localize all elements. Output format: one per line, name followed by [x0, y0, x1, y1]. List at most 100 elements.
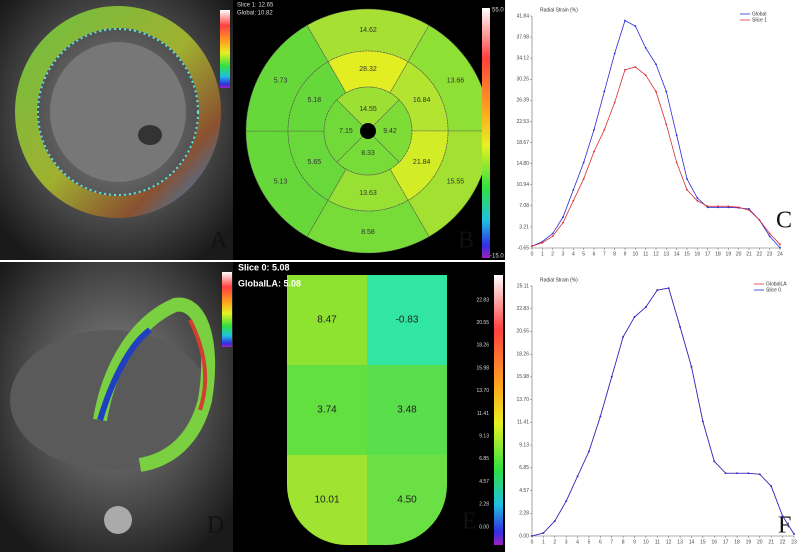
x-tick-label: 16	[695, 251, 701, 257]
point	[542, 532, 545, 534]
x-tick-label: 16	[711, 539, 717, 545]
y-tick-label: 37.98	[516, 34, 529, 40]
point	[770, 485, 773, 488]
x-tick-label: 4	[572, 251, 575, 257]
segment	[336, 130, 400, 176]
series-line	[531, 66, 781, 247]
y-tick-label: 15.98	[516, 374, 529, 380]
point	[713, 460, 716, 463]
colorbar-label: 55.0	[492, 8, 504, 14]
point	[727, 205, 730, 208]
x-tick-label: 22	[757, 251, 763, 257]
point	[696, 197, 699, 199]
x-tick-label: 1	[542, 539, 545, 545]
point	[562, 216, 564, 219]
point	[603, 128, 606, 131]
segment-value: 9.42	[383, 128, 397, 135]
point	[603, 90, 606, 93]
x-tick-label: 17	[723, 539, 729, 545]
x-tick-label: 12	[666, 539, 672, 545]
point	[737, 206, 740, 209]
x-tick-label: 10	[643, 539, 649, 545]
point	[758, 218, 761, 221]
point	[633, 316, 636, 318]
y-tick-label: 30.25	[516, 77, 529, 83]
segment-value: 15.55	[447, 178, 465, 185]
x-tick-label: 14	[689, 539, 695, 545]
x-tick-label: 6	[599, 539, 602, 545]
colorbar-label: 2.28	[479, 502, 489, 508]
point	[553, 520, 556, 522]
point	[655, 90, 657, 93]
cell-value: -0.83	[396, 315, 419, 326]
segment-value: 8.58	[361, 229, 375, 236]
colorbar	[494, 275, 503, 545]
y-tick-label: 26.39	[516, 98, 529, 104]
y-tick-label: 0.00	[519, 533, 529, 539]
x-tick-label: 18	[715, 251, 721, 257]
cell-value: 3.48	[397, 405, 417, 416]
point	[531, 535, 533, 537]
point	[624, 68, 626, 71]
x-tick-label: 15	[684, 251, 690, 257]
point	[706, 205, 709, 208]
x-tick-label: 0	[531, 251, 534, 257]
y-tick-label: 34.12	[516, 55, 529, 61]
cell-value: 10.01	[314, 495, 339, 506]
y-tick-label: 18.67	[516, 140, 529, 146]
cell	[367, 455, 447, 545]
segment	[287, 61, 347, 132]
y-axis-title: Radial Strain (%)	[540, 277, 578, 283]
point	[613, 52, 616, 55]
colorbar-label: 9.13	[479, 434, 489, 440]
point	[572, 188, 575, 191]
point	[667, 287, 670, 289]
point	[599, 415, 602, 418]
segment-value: 16.84	[413, 97, 431, 104]
x-tick-label: 6	[593, 251, 596, 257]
segment	[389, 130, 449, 201]
cell-value: 4.50	[397, 495, 417, 506]
point	[622, 335, 625, 338]
point	[562, 221, 564, 224]
x-tick-label: 15	[700, 539, 706, 545]
x-tick-label: 9	[633, 539, 636, 545]
series-line	[531, 287, 795, 537]
x-tick-label: 13	[677, 539, 683, 545]
x-tick-label: 11	[643, 251, 648, 257]
point	[793, 533, 795, 535]
segment	[323, 99, 369, 163]
x-tick-label: 23	[767, 251, 773, 257]
point	[644, 74, 647, 77]
segment-value: 28.32	[359, 66, 377, 73]
x-tick-label: 21	[746, 251, 752, 257]
panel-label: E	[462, 509, 477, 535]
x-tick-label: 4	[576, 539, 579, 545]
point	[701, 420, 704, 423]
point	[665, 90, 668, 93]
series-line	[531, 287, 795, 537]
panel-label: F	[778, 513, 791, 539]
colorbar-label: 4.57	[479, 479, 489, 485]
cell	[287, 365, 367, 455]
point	[624, 19, 626, 22]
point	[656, 289, 659, 291]
segment-value: 13.66	[447, 77, 465, 84]
segment-value: 21.84	[413, 159, 431, 166]
segment-value: 5.13	[274, 178, 288, 185]
colorbar	[482, 8, 490, 258]
x-tick-label: 17	[705, 251, 711, 257]
segment	[336, 86, 400, 132]
point	[781, 515, 784, 517]
la-map-header: GlobalLA: 5.08	[238, 278, 301, 288]
point	[779, 243, 781, 246]
segment-value: 5.18	[307, 97, 321, 104]
x-tick-label: 13	[664, 251, 670, 257]
x-tick-label: 10	[633, 251, 639, 257]
y-tick-label: 10.94	[516, 182, 529, 188]
point	[576, 475, 579, 478]
segment	[327, 168, 409, 212]
y-tick-label: 13.70	[516, 397, 529, 403]
point	[588, 450, 590, 453]
y-tick-label: 7.08	[519, 203, 529, 209]
